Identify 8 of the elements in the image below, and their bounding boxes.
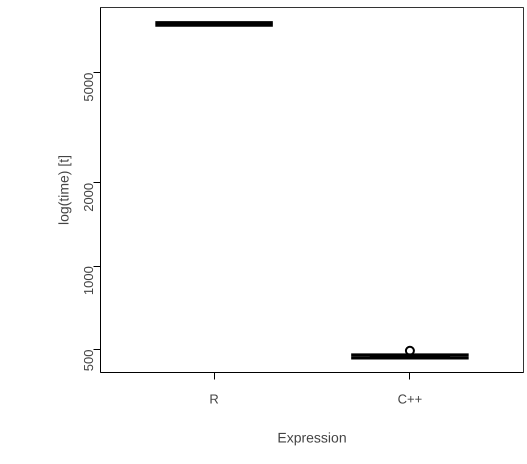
x-axis-title: Expression (277, 430, 347, 446)
y-tick-label: 2000 (81, 182, 96, 212)
y-tick-label: 1000 (81, 266, 96, 296)
y-tick-label: 500 (81, 350, 96, 372)
y-tick-label: 5000 (81, 72, 96, 102)
x-tick-label: R (209, 392, 219, 406)
y-axis-title: log(time) [t] (56, 154, 72, 226)
x-tick-label: C++ (398, 392, 422, 406)
